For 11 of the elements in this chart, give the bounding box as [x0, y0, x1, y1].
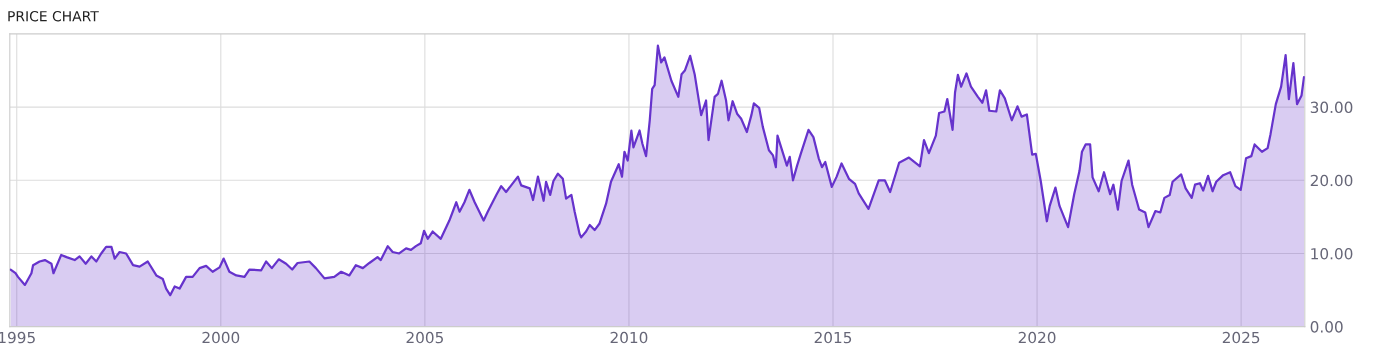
- x-tick-label: 2005: [406, 331, 443, 344]
- y-tick-label: 30.00: [1310, 101, 1353, 114]
- y-tick-label: 20.00: [1310, 174, 1353, 187]
- x-tick-label: 2025: [1222, 331, 1260, 344]
- x-tick-label: 2020: [1018, 331, 1056, 344]
- x-tick-label: 2010: [610, 331, 648, 344]
- y-tick-label: 10.00: [1311, 247, 1353, 260]
- y-tick-label: 0.00: [1310, 321, 1343, 333]
- chart-title: PRICE CHART: [8, 10, 99, 22]
- x-tick-label: 2015: [814, 331, 852, 344]
- x-tick-label: 2000: [202, 331, 240, 344]
